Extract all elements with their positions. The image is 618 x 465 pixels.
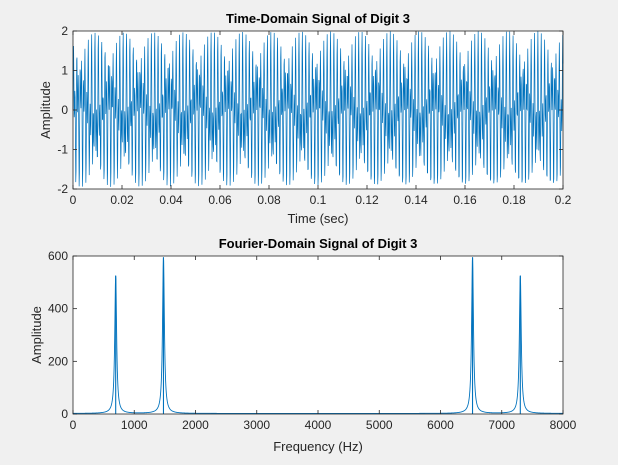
fourier-domain-xlabel: Frequency (Hz): [273, 439, 363, 454]
fourier-domain-xtick-label: 8000: [550, 418, 577, 432]
time-domain-xtick-label: 0.18: [502, 193, 526, 207]
time-domain-ylabel: Amplitude: [38, 81, 53, 139]
fourier-domain-xtick-label: 7000: [488, 418, 515, 432]
fourier-domain-xtick-label: 4000: [305, 418, 332, 432]
fourier-domain-ytick-label: 200: [48, 354, 68, 368]
fourier-domain-xtick-label: 6000: [427, 418, 454, 432]
time-domain-ytick-label: -1: [57, 143, 68, 157]
fourier-domain-subplot: 0 1000 2000 3000 4000 5000 6000 7000 8000 0 200 400…: [29, 236, 577, 454]
time-domain-xtick-label: 0.1: [310, 193, 327, 207]
time-domain-subplot: 0 0.02 0.04 0.06 0.08 0.1 0.12 0.14 0.16 0.18 0.2 -…: [38, 11, 572, 226]
fourier-domain-ytick-label: 400: [48, 302, 68, 316]
time-domain-xtick-label: 0.04: [159, 193, 183, 207]
fourier-domain-axes-background: [73, 256, 563, 414]
time-domain-xlabel: Time (sec): [288, 211, 349, 226]
time-domain-title: Time-Domain Signal of Digit 3: [226, 11, 410, 26]
time-domain-xtick-label: 0.08: [257, 193, 281, 207]
time-domain-ytick-label: 1: [61, 64, 68, 78]
fourier-domain-xtick-label: 1000: [121, 418, 148, 432]
time-domain-xtick-label: 0.14: [404, 193, 428, 207]
fourier-domain-xtick-label: 2000: [182, 418, 209, 432]
time-domain-xtick-label: 0.12: [355, 193, 379, 207]
time-domain-ytick-label: -2: [57, 182, 68, 196]
time-domain-ytick-label: 2: [61, 24, 68, 38]
fourier-domain-ticks: 0 1000 2000 3000 4000 5000 6000 7000 8000 0 200 400…: [48, 249, 577, 432]
time-domain-xtick-label: 0.2: [555, 193, 572, 207]
time-domain-ytick-label: 0: [61, 103, 68, 117]
time-domain-xtick-label: 0.02: [110, 193, 134, 207]
time-domain-xtick-label: 0.06: [208, 193, 232, 207]
fourier-domain-ytick-label: 600: [48, 249, 68, 263]
fourier-domain-xtick-label: 3000: [243, 418, 270, 432]
fourier-domain-ylabel: Amplitude: [29, 306, 44, 364]
fourier-domain-xtick-label: 0: [70, 418, 77, 432]
fourier-domain-ytick-label: 0: [61, 407, 68, 421]
fourier-domain-xtick-label: 5000: [366, 418, 393, 432]
time-domain-xtick-label: 0.16: [453, 193, 477, 207]
time-domain-xtick-label: 0: [70, 193, 77, 207]
time-domain-ticks: 0 0.02 0.04 0.06 0.08 0.1 0.12 0.14 0.16 0.18 0.2 -…: [57, 24, 571, 207]
fourier-domain-title: Fourier-Domain Signal of Digit 3: [219, 236, 418, 251]
